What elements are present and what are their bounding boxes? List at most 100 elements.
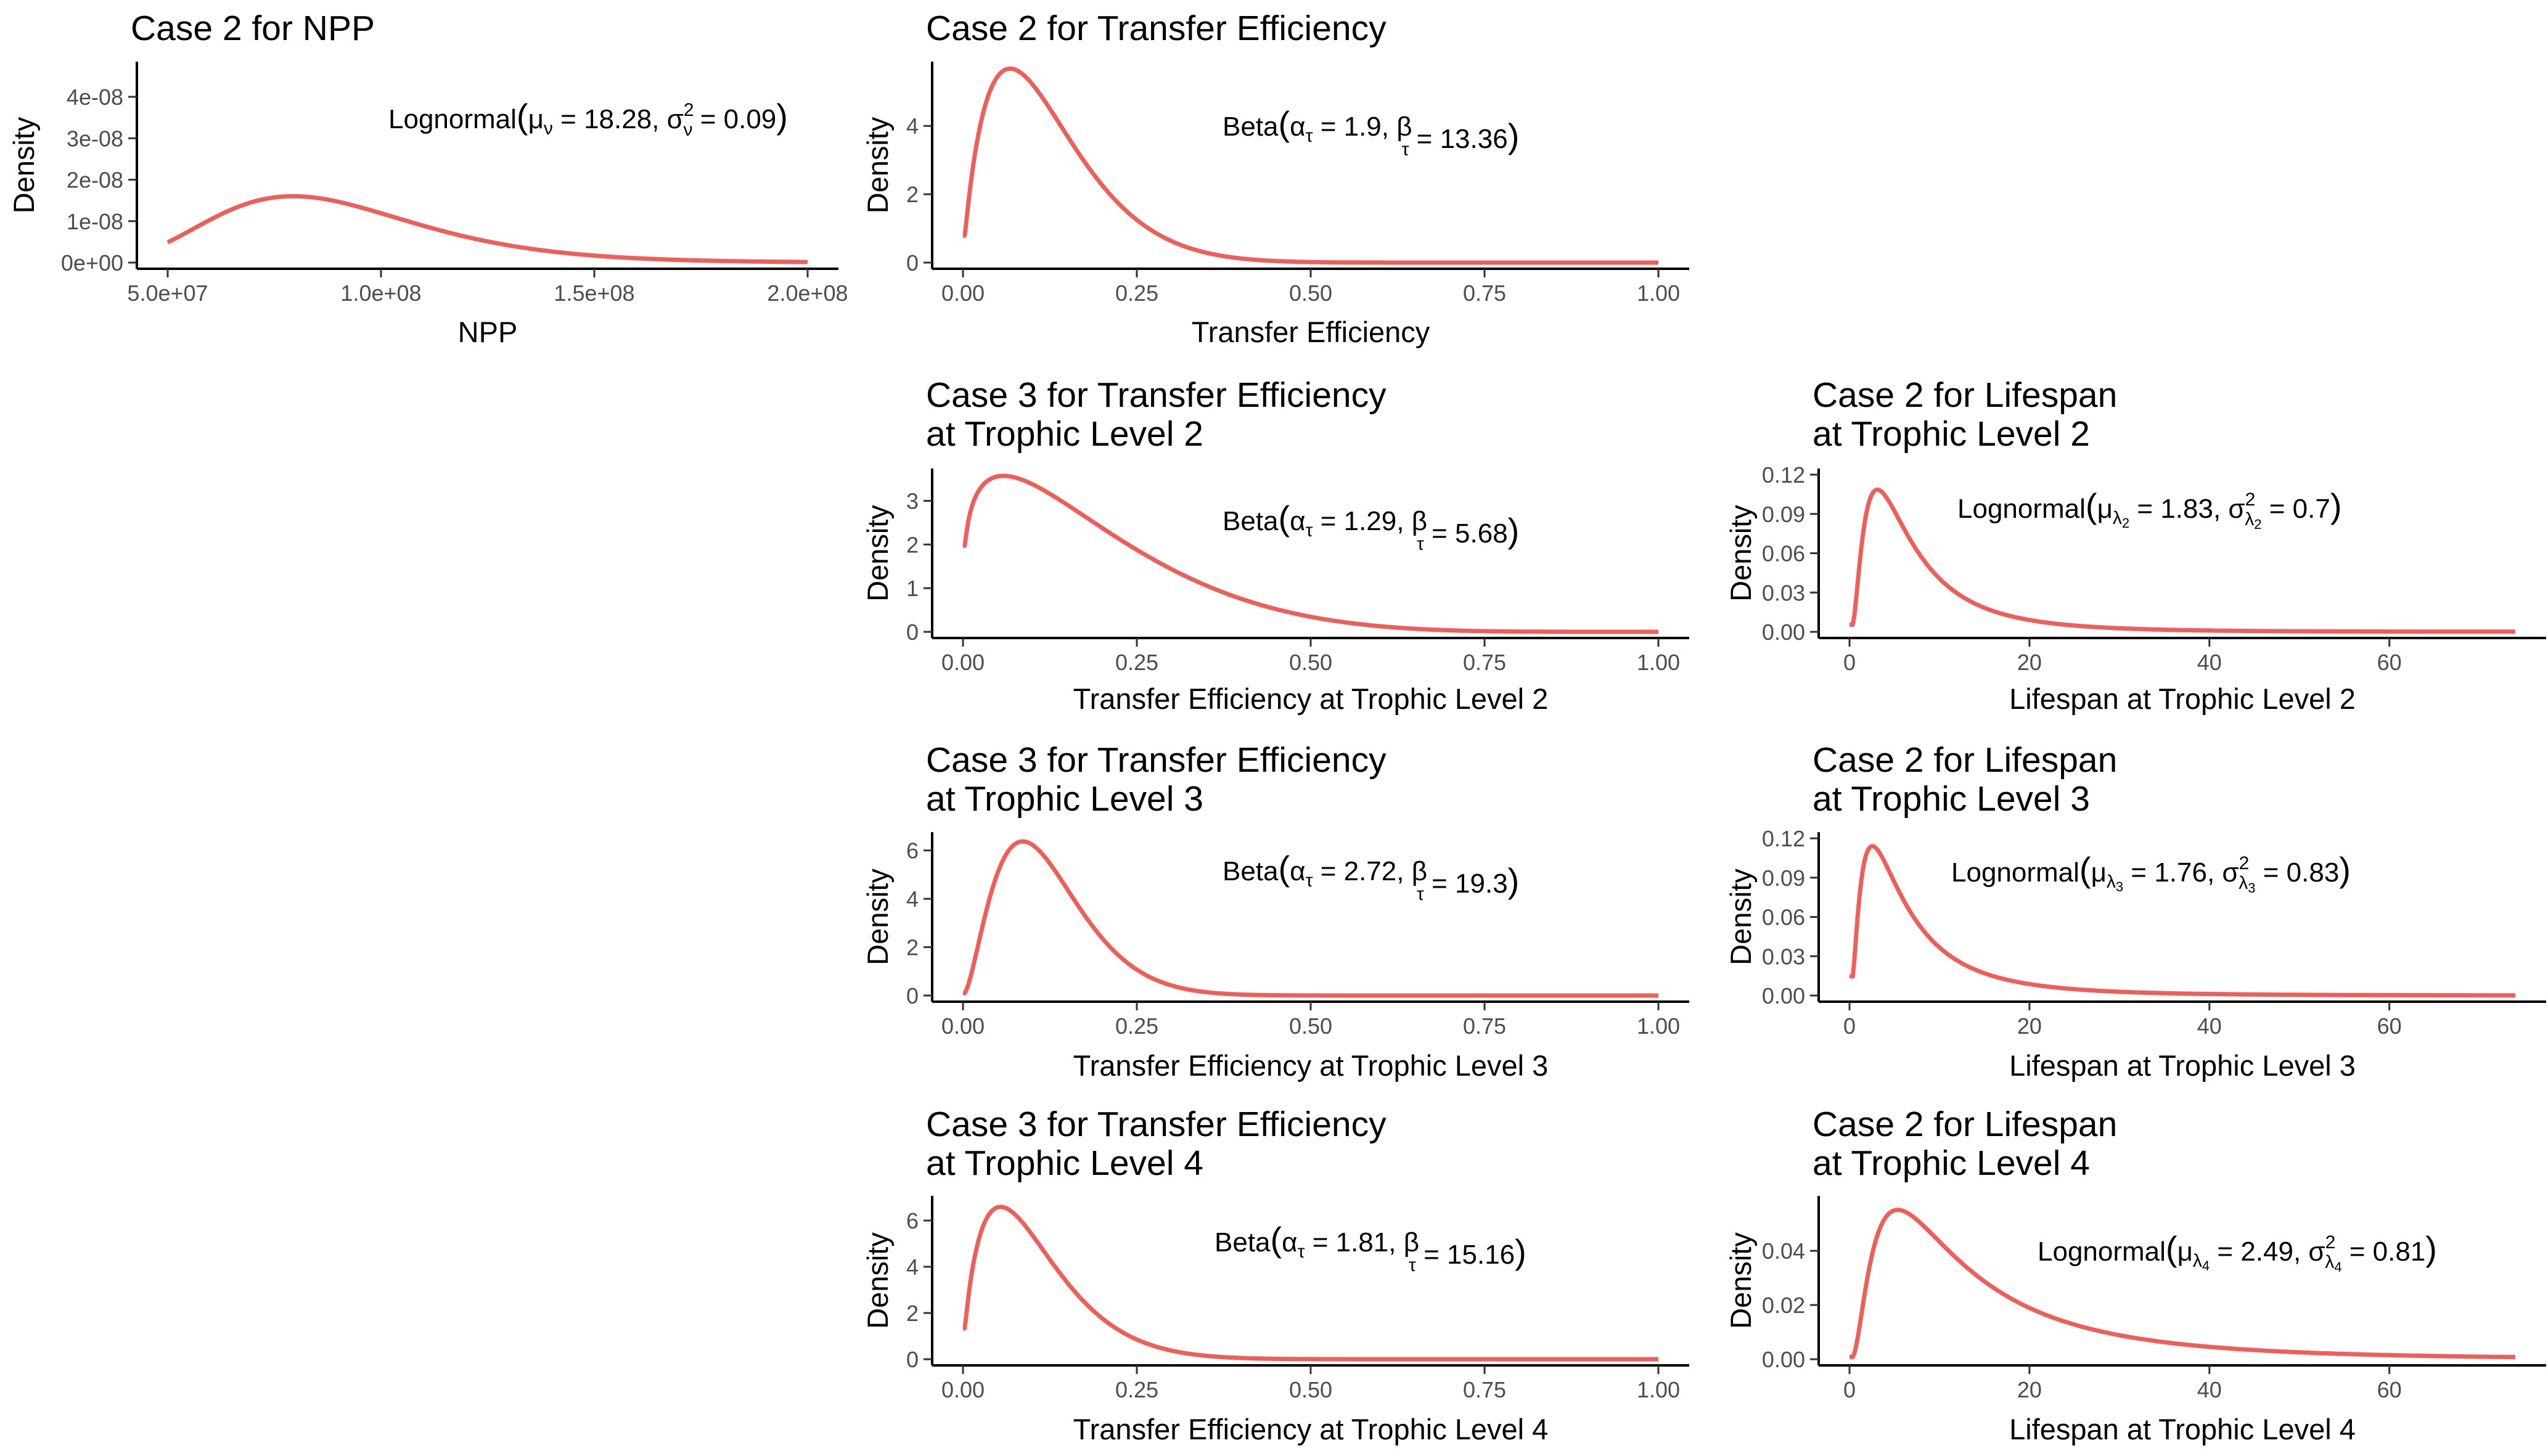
y-tick-label: 2 [906, 532, 919, 557]
panel-title: at Trophic Level 2 [1813, 414, 2090, 454]
y-tick-label: 6 [906, 1208, 919, 1233]
x-tick-label: 0 [1843, 1013, 1856, 1039]
density-curve [166, 194, 808, 264]
y-tick-label: 4 [906, 1254, 919, 1280]
x-axis-label: NPP [458, 316, 518, 348]
density-curve [962, 473, 1659, 634]
y-tick-label: 0.12 [1762, 462, 1805, 488]
x-tick-label: 20 [2017, 1377, 2042, 1402]
y-tick-label: 6 [906, 838, 919, 864]
y-axis-label: Density [861, 869, 894, 965]
x-tick-label: 0.00 [941, 1377, 985, 1402]
distribution-annotation: Lognormal(μλ3 = 1.76, σ2 λ3 = 0.83) [1951, 850, 2351, 896]
y-axis-label: Density [861, 505, 894, 602]
x-axis-label: Lifespan at Trophic Level 2 [2009, 682, 2356, 715]
x-tick-label: 20 [2017, 1013, 2042, 1039]
panel-title: at Trophic Level 3 [926, 779, 1203, 819]
y-axis-label: Density [7, 117, 40, 213]
x-tick-label: 0.75 [1463, 1013, 1506, 1039]
x-tick-label: 5.0e+07 [127, 280, 208, 306]
panel-title: Case 2 for Lifespan [1813, 1105, 2117, 1144]
panel-title: Case 3 for Transfer Efficiency [926, 1105, 1387, 1144]
panel-te: Case 2 for Transfer Efficiency 0.00 0.25 0.… [861, 9, 1689, 348]
x-tick-label: 1.0e+08 [340, 280, 421, 306]
x-tick-label: 0.00 [941, 280, 985, 306]
density-curve [1849, 1208, 2516, 1359]
panel-title: Case 2 for Lifespan [1813, 375, 2117, 415]
x-tick-label: 40 [2197, 650, 2222, 675]
x-tick-label: 1.00 [1637, 280, 1680, 306]
panel-npp: Case 2 for NPP 5.0e+07 1.0e+08 1.5e+08 2.0e+… [7, 9, 848, 348]
x-tick-label: 0.50 [1289, 280, 1332, 306]
y-tick-label: 1e-08 [67, 209, 123, 234]
x-tick-label: 1.00 [1637, 650, 1680, 675]
y-tick-label: 0.00 [1762, 620, 1805, 645]
y-axis-label: Density [861, 1232, 894, 1329]
y-axis-label: Density [1724, 869, 1757, 965]
x-tick-label: 20 [2017, 650, 2042, 675]
x-tick-label: 1.5e+08 [554, 280, 634, 306]
y-tick-label: 1 [906, 576, 919, 601]
x-tick-label: 0 [1843, 1377, 1856, 1402]
y-tick-label: 0 [906, 620, 919, 645]
density-curve [962, 66, 1659, 265]
y-tick-label: 4 [906, 886, 919, 912]
y-axis-label: Density [1724, 505, 1757, 602]
x-axis-label: Transfer Efficiency at Trophic Level 3 [1073, 1049, 1549, 1082]
y-tick-label: 0.06 [1762, 905, 1805, 930]
y-tick-label: 0e+00 [61, 250, 123, 276]
y-tick-label: 0.03 [1762, 944, 1805, 969]
x-axis-label: Transfer Efficiency at Trophic Level 2 [1073, 682, 1549, 715]
y-tick-label: 2 [906, 935, 919, 960]
panel-title: Case 2 for NPP [131, 9, 375, 48]
x-tick-label: 0.50 [1289, 650, 1332, 675]
x-tick-label: 0.25 [1115, 1013, 1158, 1039]
x-tick-label: 0.25 [1115, 650, 1158, 675]
x-tick-label: 60 [2377, 650, 2402, 675]
y-tick-label: 4e-08 [67, 84, 123, 110]
x-tick-label: 0.75 [1463, 280, 1506, 306]
x-tick-label: 1.00 [1637, 1013, 1680, 1039]
y-tick-label: 0.03 [1762, 580, 1805, 605]
x-axis-label: Lifespan at Trophic Level 3 [2009, 1049, 2356, 1082]
x-tick-label: 0.25 [1115, 280, 1158, 306]
x-tick-label: 0.75 [1463, 1377, 1506, 1402]
panel-title: Case 3 for Transfer Efficiency [926, 375, 1387, 415]
panel-title: at Trophic Level 3 [1813, 779, 2090, 819]
y-tick-label: 0.09 [1762, 865, 1805, 891]
panels: Case 2 for NPP 5.0e+07 1.0e+08 1.5e+08 2.0e+… [7, 9, 2546, 1446]
panel-title: at Trophic Level 4 [1813, 1143, 2090, 1183]
x-axis-label: Transfer Efficiency [1192, 316, 1430, 348]
panel-title: Case 2 for Transfer Efficiency [926, 9, 1387, 48]
x-tick-label: 0.00 [941, 650, 985, 675]
panel-title: at Trophic Level 4 [926, 1143, 1203, 1183]
x-tick-label: 0.75 [1463, 650, 1506, 675]
x-tick-label: 0 [1843, 650, 1856, 675]
x-tick-label: 0.50 [1289, 1377, 1332, 1402]
x-tick-label: 40 [2197, 1377, 2222, 1402]
y-tick-label: 2 [906, 1301, 919, 1326]
x-axis-label: Transfer Efficiency at Trophic Level 4 [1073, 1413, 1549, 1446]
y-tick-label: 3e-08 [67, 126, 123, 151]
x-tick-label: 60 [2377, 1013, 2402, 1039]
y-axis-label: Density [1724, 1232, 1757, 1329]
panel-title: at Trophic Level 2 [926, 414, 1203, 454]
y-tick-label: 2e-08 [67, 168, 123, 193]
y-tick-label: 4 [906, 113, 919, 139]
y-tick-label: 0.12 [1762, 826, 1805, 851]
panel-title: Case 3 for Transfer Efficiency [926, 740, 1387, 780]
x-tick-label: 0.00 [941, 1013, 985, 1039]
x-tick-label: 40 [2197, 1013, 2222, 1039]
y-tick-label: 0.00 [1762, 983, 1805, 1008]
density-curve [962, 839, 1659, 998]
distribution-annotation: Lognormal(μν = 18.28, σ2 ν = 0.09) [388, 97, 788, 140]
